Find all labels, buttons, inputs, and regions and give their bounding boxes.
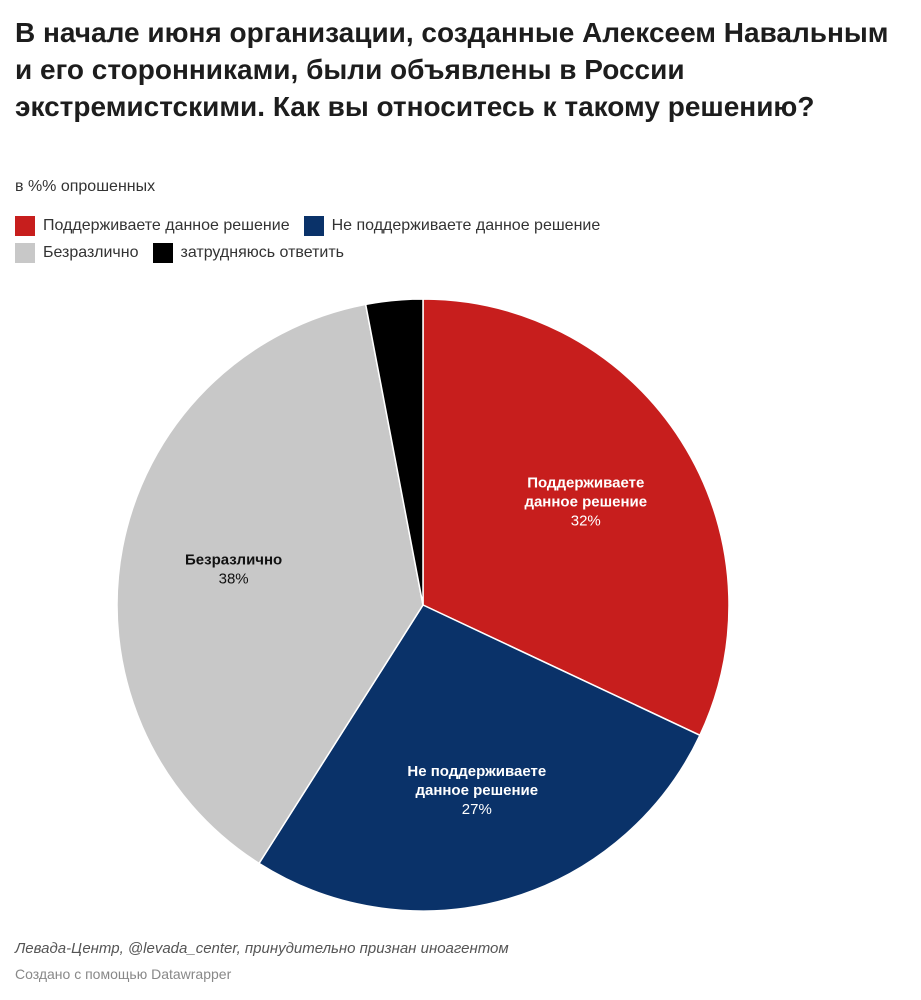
slice-label: Поддерживаете данное решение 32% (524, 475, 647, 530)
legend-swatch (152, 243, 173, 263)
slice-label: Безразлично 38% (185, 551, 282, 587)
slice-label: Не поддерживаете данное решение 27% (407, 763, 546, 818)
slice-category: Поддерживаете (527, 475, 644, 492)
legend-label: затрудняюсь ответить (180, 244, 345, 261)
slice-category: Не поддерживаете (407, 763, 546, 780)
slice-value: 27% (462, 801, 492, 818)
legend-swatch (15, 243, 35, 263)
legend-item: Безразлично (15, 241, 139, 266)
pie-slice (422, 298, 730, 737)
legend-item: Поддерживаете данное решение (15, 213, 290, 238)
slice-category: данное решение (415, 782, 538, 799)
slice-category: Безразлично (185, 551, 282, 568)
slice-value: 38% (219, 570, 249, 587)
chart-title: В начале июня организации, созданные Але… (15, 17, 889, 122)
pie-slice (258, 604, 701, 912)
legend-label: Поддерживаете данное решение (43, 216, 290, 234)
source-note: Левада-Центр, @levada_center, принудител… (15, 940, 509, 957)
legend-label: Безразлично (43, 244, 139, 261)
chart-subtitle: в %% опрошенных (15, 178, 156, 195)
pie-slice (364, 298, 424, 606)
legend-swatch (15, 215, 35, 236)
legend-item: затрудняюсь ответить (152, 241, 345, 266)
legend: Поддерживаете данное решение Не поддержив… (15, 213, 735, 268)
legend-swatch (303, 215, 324, 236)
credit-note: Создано с помощью Datawrapper (15, 966, 232, 982)
pie-slice (116, 303, 424, 865)
legend-label: Не поддерживаете данное решение (331, 216, 601, 234)
slice-category: данное решение (524, 494, 647, 511)
legend-item: Не поддерживаете данное решение (303, 213, 601, 238)
slice-value: 32% (571, 513, 601, 530)
